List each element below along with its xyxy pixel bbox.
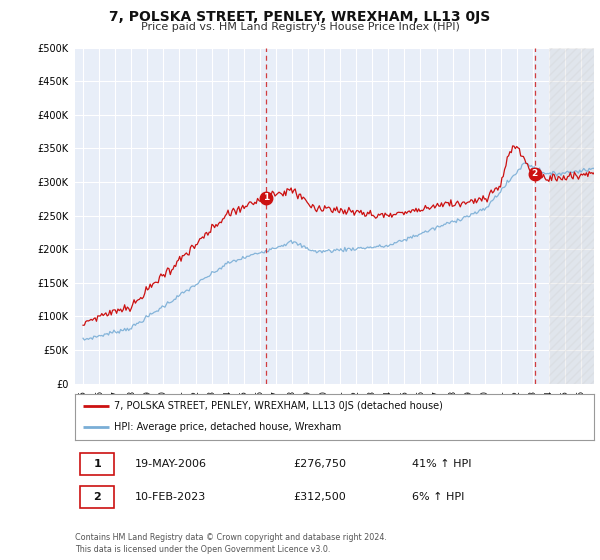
FancyBboxPatch shape [80,486,114,508]
Text: 2: 2 [532,169,538,178]
Text: £276,750: £276,750 [293,459,346,469]
Text: 6% ↑ HPI: 6% ↑ HPI [412,492,465,502]
Text: 41% ↑ HPI: 41% ↑ HPI [412,459,472,469]
Text: £312,500: £312,500 [293,492,346,502]
Text: 2: 2 [94,492,101,502]
Text: 7, POLSKA STREET, PENLEY, WREXHAM, LL13 0JS: 7, POLSKA STREET, PENLEY, WREXHAM, LL13 … [109,10,491,24]
Text: 19-MAY-2006: 19-MAY-2006 [134,459,206,469]
Text: 1: 1 [94,459,101,469]
Text: Contains HM Land Registry data © Crown copyright and database right 2024.
This d: Contains HM Land Registry data © Crown c… [75,533,387,554]
FancyBboxPatch shape [80,452,114,475]
Text: HPI: Average price, detached house, Wrexham: HPI: Average price, detached house, Wrex… [114,422,341,432]
Text: 1: 1 [263,193,269,202]
Text: 10-FEB-2023: 10-FEB-2023 [134,492,206,502]
Text: 7, POLSKA STREET, PENLEY, WREXHAM, LL13 0JS (detached house): 7, POLSKA STREET, PENLEY, WREXHAM, LL13 … [114,401,443,411]
Text: Price paid vs. HM Land Registry's House Price Index (HPI): Price paid vs. HM Land Registry's House … [140,22,460,32]
